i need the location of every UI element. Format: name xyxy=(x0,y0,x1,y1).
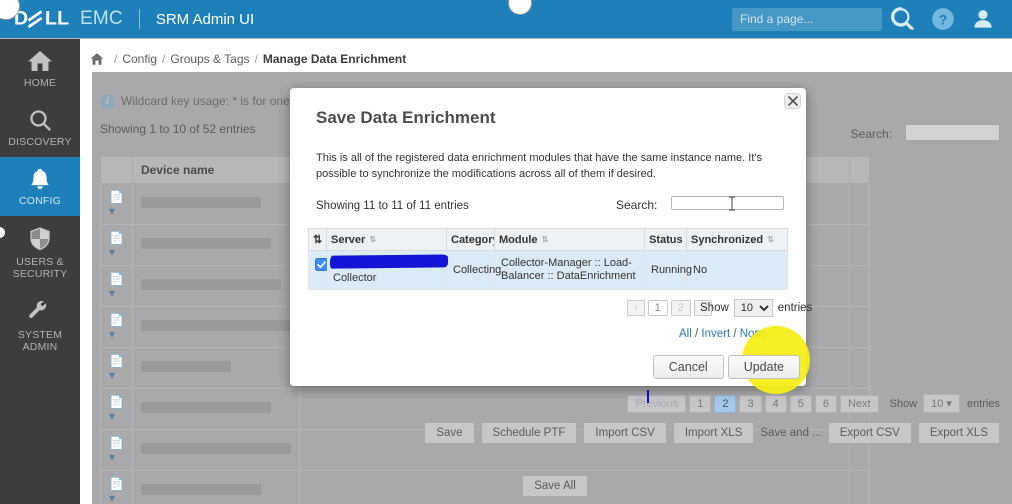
svg-text:?: ? xyxy=(939,11,948,27)
svg-text:LL: LL xyxy=(45,9,69,29)
